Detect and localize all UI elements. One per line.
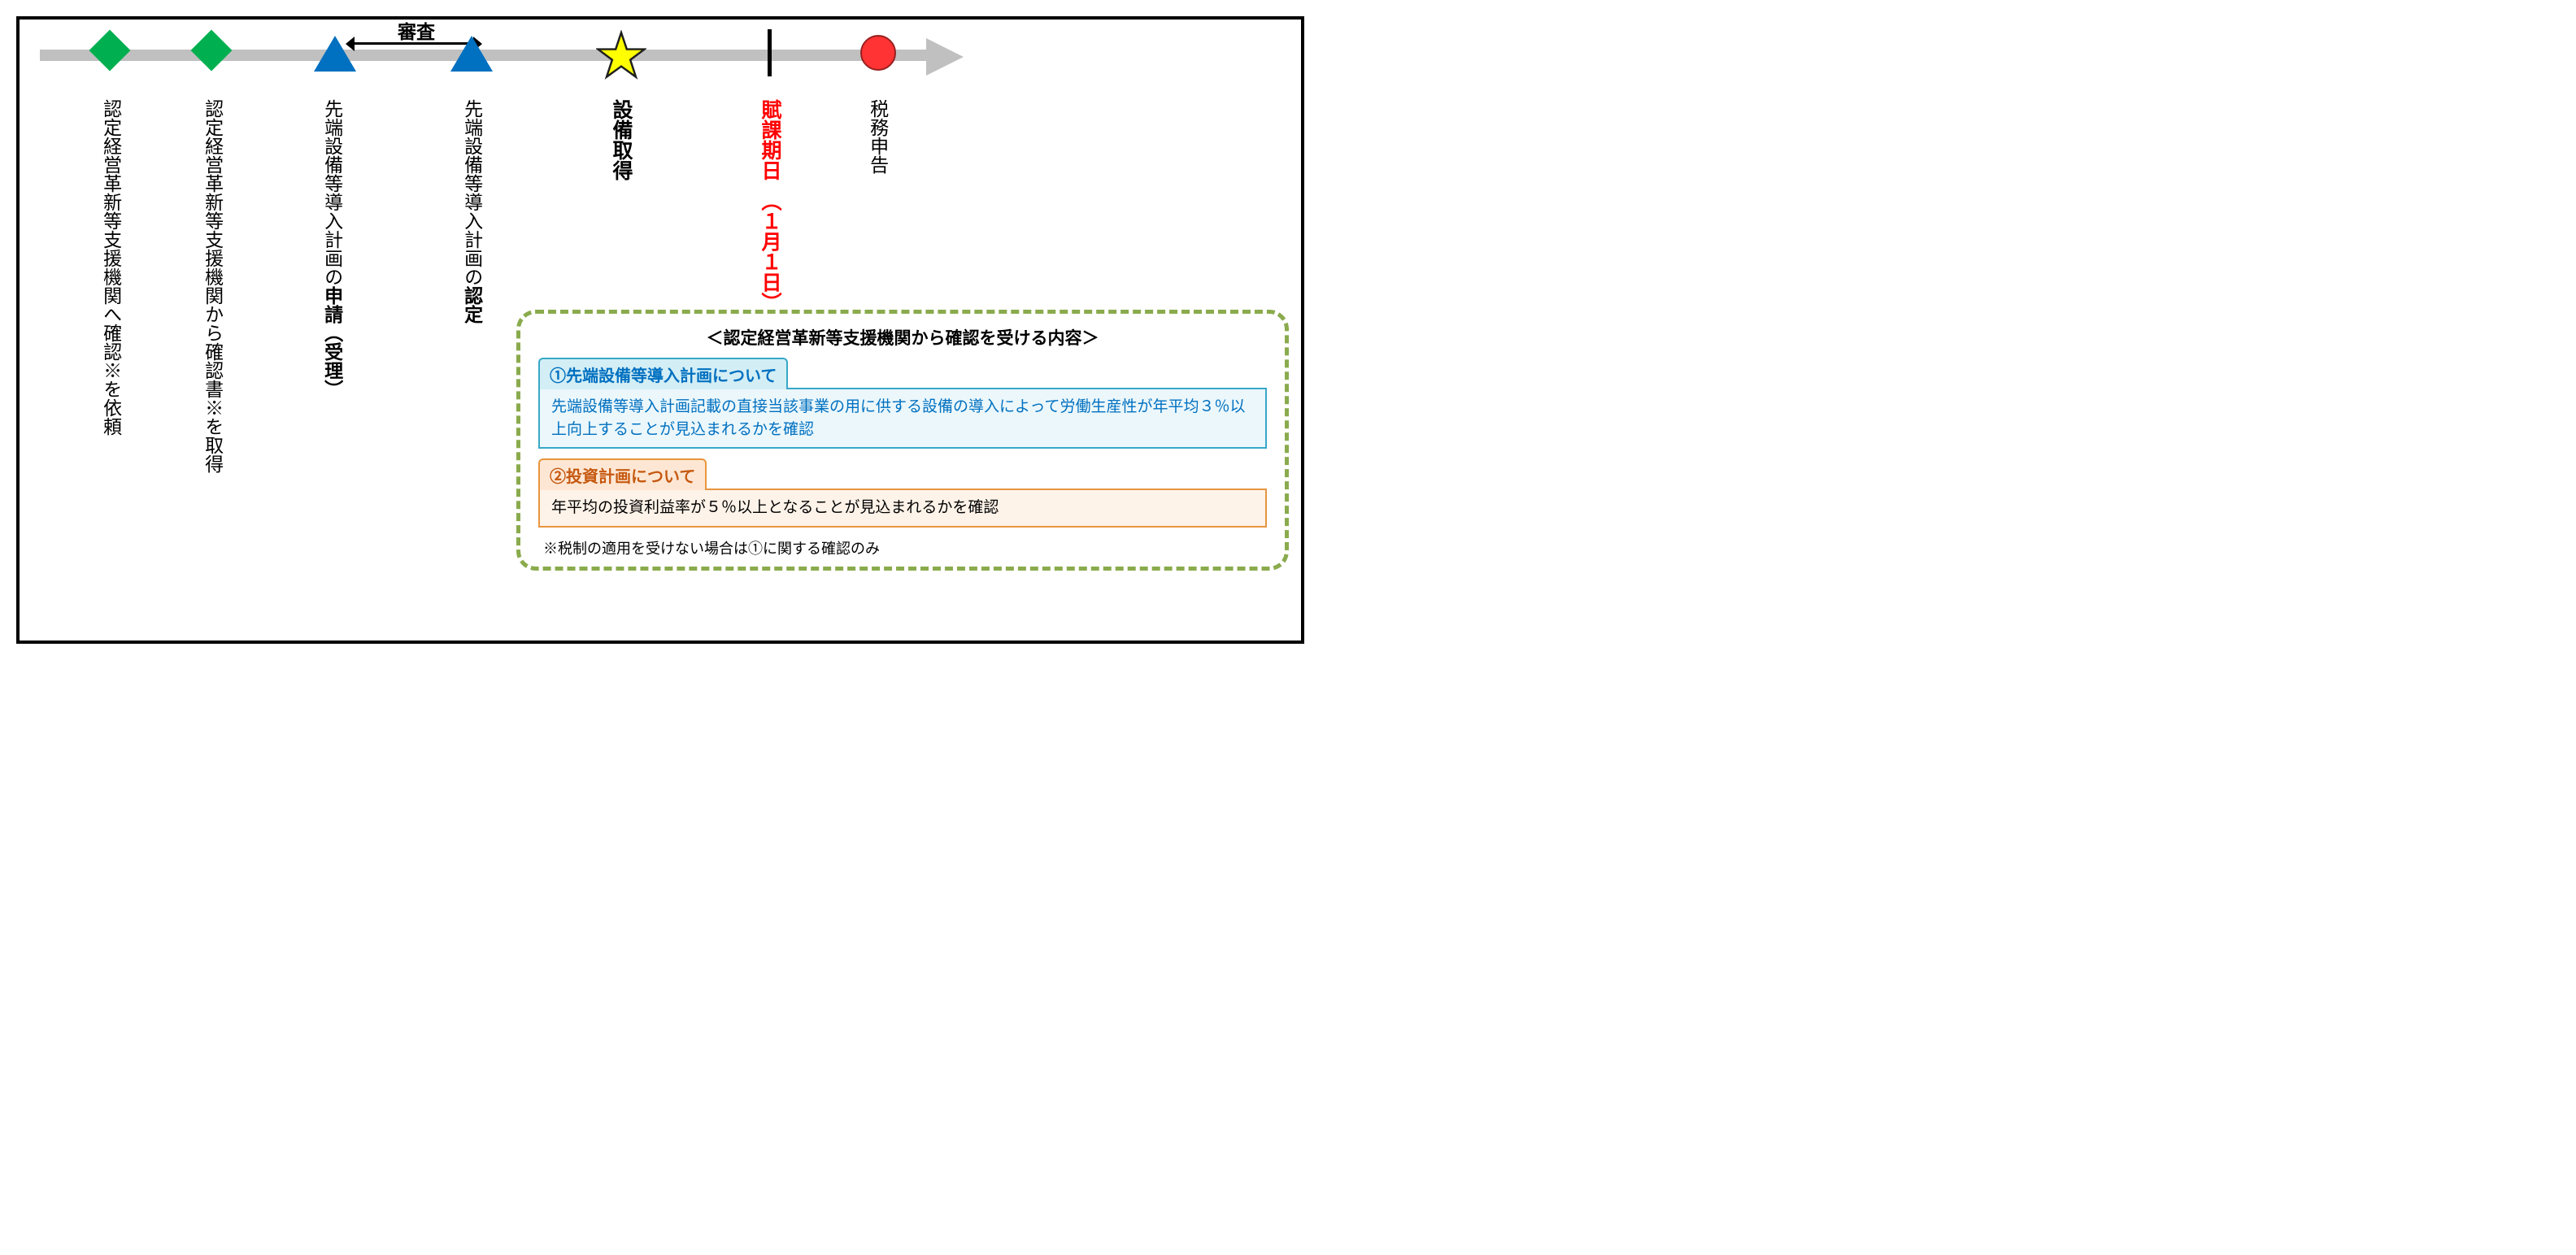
date-tick-marker: [768, 29, 772, 76]
timeline-label-diamond2: 認定経営革新等支援機関から確認書※を取得: [201, 99, 224, 473]
triangle-marker: [450, 36, 493, 72]
info-box-title: ＜認定経営革新等支援機関から確認を受ける内容＞: [538, 325, 1267, 350]
diamond-marker: [89, 30, 131, 72]
timeline-arrow-head: [926, 38, 964, 76]
info-section-body: 年平均の投資利益率が５％以上となることが見込まれるかを確認: [538, 489, 1267, 528]
info-box-sections: ①先端設備等導入計画について先端設備等導入計画記載の直接当該事業の用に供する設備…: [538, 358, 1267, 528]
info-section-1: ①先端設備等導入計画について先端設備等導入計画記載の直接当該事業の用に供する設備…: [538, 358, 1267, 449]
timeline-label-star: 設備取得: [609, 99, 633, 180]
timeline-label-tri2: 先端設備等導入計画の認定: [460, 99, 483, 324]
info-section-tab: ②投資計画について: [538, 458, 707, 490]
timeline-label-tri1: 先端設備等導入計画の申請（受理）: [320, 99, 343, 398]
timeline-label-circle: 税務申告: [866, 99, 889, 174]
diamond-marker: [191, 30, 233, 72]
info-box-note: ※税制の適用を受けない場合は①に関する確認のみ: [538, 537, 1267, 558]
info-section-2: ②投資計画について年平均の投資利益率が５％以上となることが見込まれるかを確認: [538, 458, 1267, 528]
triangle-marker: [314, 36, 356, 72]
timeline-label-vbar: 賦課期日 （１月１日）: [758, 99, 782, 313]
star-marker: [596, 30, 646, 80]
confirmation-info-box: ＜認定経営革新等支援機関から確認を受ける内容＞ ①先端設備等導入計画について先端…: [516, 310, 1289, 571]
info-section-tab: ①先端設備等導入計画について: [538, 358, 788, 389]
info-section-body: 先端設備等導入計画記載の直接当該事業の用に供する設備の導入によって労働生産性が年…: [538, 388, 1267, 449]
timeline-label-diamond1: 認定経営革新等支援機関へ確認※を依頼: [99, 99, 122, 436]
review-label: 審査: [376, 16, 457, 44]
circle-marker: [860, 35, 896, 71]
timeline-diagram: 審査 認定経営革新等支援機関へ確認※を依頼 認定経営革新等支援機関から確認書※を取…: [16, 16, 1304, 644]
